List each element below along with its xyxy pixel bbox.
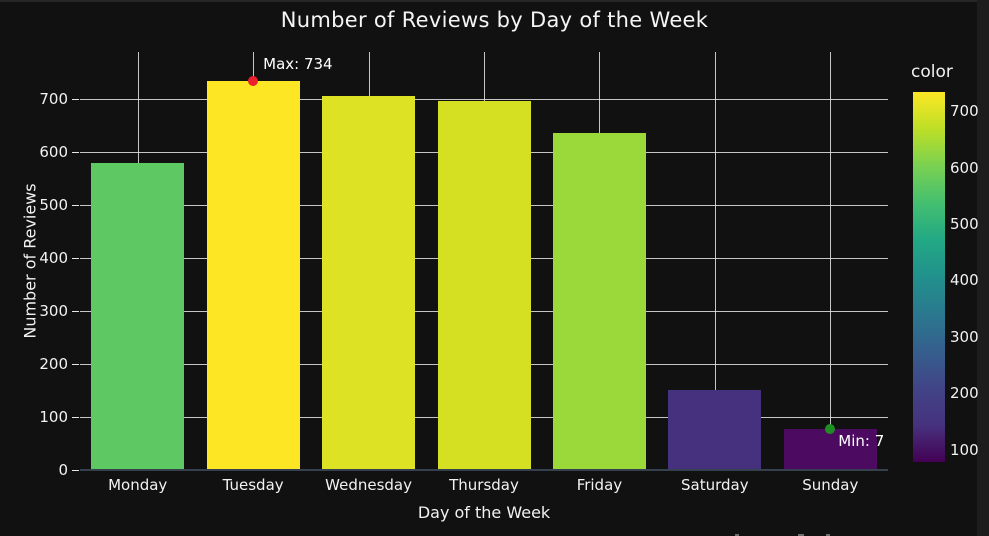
- colorbar-gradient: [913, 92, 945, 462]
- x-tick-label: Sunday: [802, 476, 859, 494]
- bar-friday[interactable]: [552, 132, 646, 470]
- y-tick-mark: [72, 363, 79, 365]
- x-tick-label: Thursday: [449, 476, 519, 494]
- x-tick-label: Wednesday: [325, 476, 412, 494]
- x-tick-label: Saturday: [681, 476, 749, 494]
- colorbar-tick-label: 400: [950, 271, 979, 290]
- colorbar-tick-label: 200: [950, 384, 979, 403]
- x-gridline: [714, 52, 716, 470]
- window-top-edge: [0, 0, 989, 2]
- bar-saturday[interactable]: [668, 390, 762, 470]
- y-tick-label: 0: [58, 461, 68, 479]
- y-tick-mark: [72, 98, 79, 100]
- min-annotation-label: Min: 7: [838, 431, 885, 450]
- y-tick-label: 100: [39, 407, 68, 426]
- max-annotation-label: Max: 734: [263, 54, 333, 73]
- max-marker-dot: [248, 75, 259, 86]
- bar-thursday[interactable]: [437, 100, 531, 470]
- bar-monday[interactable]: [91, 163, 185, 470]
- x-gridline: [830, 52, 832, 470]
- colorbar-tick-label: 500: [950, 214, 979, 233]
- y-tick-label: 200: [39, 354, 68, 373]
- colorbar-tick-label: 300: [950, 327, 979, 346]
- bar-wednesday[interactable]: [322, 96, 416, 470]
- y-tick-label: 400: [39, 248, 68, 267]
- colorbar-tick-label: 600: [950, 158, 979, 177]
- colorbar-title: color: [911, 62, 953, 82]
- clipped-content-artifact: [735, 534, 739, 536]
- y-tick-mark: [72, 310, 79, 312]
- bar-sunday[interactable]: [783, 428, 877, 470]
- window-right-edge: [977, 0, 989, 536]
- x-tick-label: Friday: [576, 476, 623, 494]
- x-axis-line: [80, 469, 888, 471]
- x-tick-label: Tuesday: [222, 476, 284, 494]
- y-tick-mark: [72, 470, 79, 471]
- y-tick-mark: [72, 204, 79, 206]
- y-axis-title: Number of Reviews: [20, 183, 40, 339]
- min-marker-dot: [825, 423, 836, 434]
- chart-title: Number of Reviews by Day of the Week: [280, 8, 709, 32]
- y-tick-label: 600: [39, 142, 68, 161]
- y-tick-label: 700: [39, 89, 68, 108]
- bar-tuesday[interactable]: [206, 80, 300, 470]
- clipped-content-artifact: [798, 534, 804, 536]
- x-axis-title: Day of the Week: [417, 503, 551, 522]
- y-tick-mark: [72, 416, 79, 418]
- y-tick-label: 500: [39, 195, 68, 214]
- x-tick-label: Monday: [108, 476, 168, 494]
- y-tick-mark: [72, 257, 79, 259]
- y-tick-label: 300: [39, 301, 68, 320]
- colorbar-tick-label: 700: [950, 102, 979, 121]
- colorbar-tick-label: 100: [950, 440, 979, 459]
- y-tick-mark: [72, 151, 79, 153]
- clipped-content-artifact: [826, 534, 830, 536]
